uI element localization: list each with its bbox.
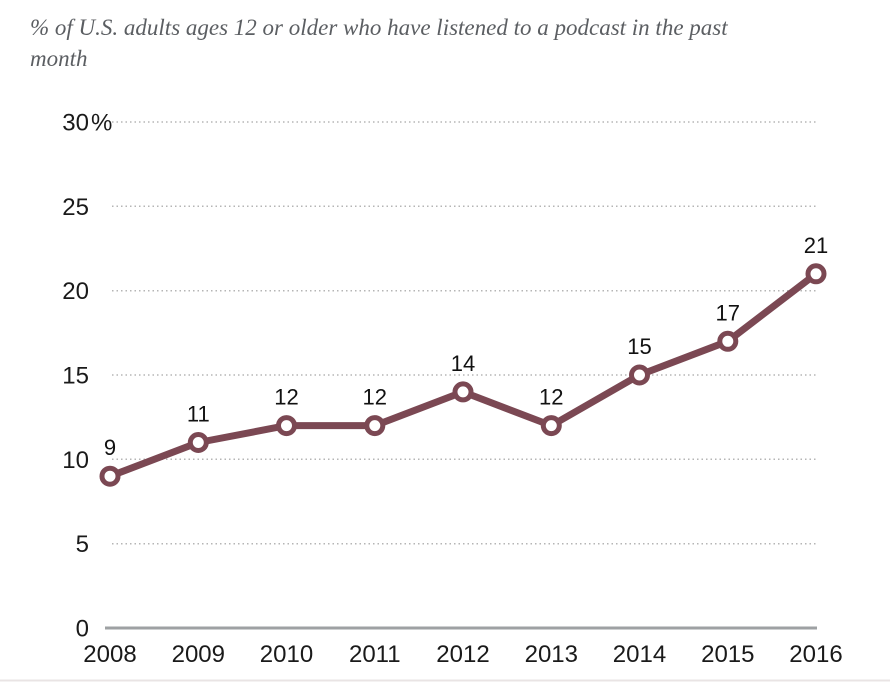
data-point-marker	[629, 364, 650, 386]
x-tick-label: 2013	[525, 641, 578, 668]
x-tick-label: 2014	[613, 641, 666, 668]
data-point-marker	[187, 432, 209, 453]
data-point-label: 17	[716, 300, 740, 325]
y-tick-label: 5	[76, 531, 89, 558]
data-point-label: 9	[104, 435, 116, 460]
y-tick-label: 0	[76, 616, 89, 643]
y-tick-label: 15	[62, 363, 89, 390]
x-tick-label: 2015	[701, 641, 754, 668]
data-point-label: 21	[804, 233, 828, 258]
chart-title-line-1: % of U.S. adults ages 12 or older who ha…	[30, 15, 728, 40]
x-tick-label: 2010	[260, 641, 313, 668]
data-point-label: 12	[539, 385, 563, 410]
data-point-label: 11	[187, 402, 210, 427]
x-tick-label: 2009	[172, 641, 225, 668]
y-tick-label: 20	[62, 278, 89, 305]
data-point-label: 15	[627, 334, 651, 359]
data-point-label: 14	[451, 351, 475, 376]
data-point-label: 12	[274, 385, 298, 410]
data-point-marker	[99, 465, 121, 487]
y-tick-label: 10	[62, 447, 89, 474]
x-tick-label: 2008	[83, 641, 136, 668]
x-tick-label: 2016	[789, 641, 842, 668]
data-point-marker	[540, 415, 562, 437]
data-point-marker	[276, 415, 297, 437]
data-point-label: 12	[363, 385, 387, 410]
chart-title: % of U.S. adults ages 12 or older who ha…	[30, 12, 870, 74]
y-tick-label: 25	[62, 194, 89, 221]
x-tick-label: 2011	[349, 641, 401, 668]
y-tick-label: 30	[62, 110, 89, 137]
x-tick-label: 2012	[436, 641, 489, 668]
data-point-marker	[364, 415, 386, 437]
data-point-marker	[452, 381, 474, 403]
chart-title-line-2: month	[30, 46, 88, 71]
data-point-marker	[805, 263, 827, 285]
y-axis-percent-sign: %	[91, 110, 112, 137]
data-point-marker	[717, 330, 739, 352]
